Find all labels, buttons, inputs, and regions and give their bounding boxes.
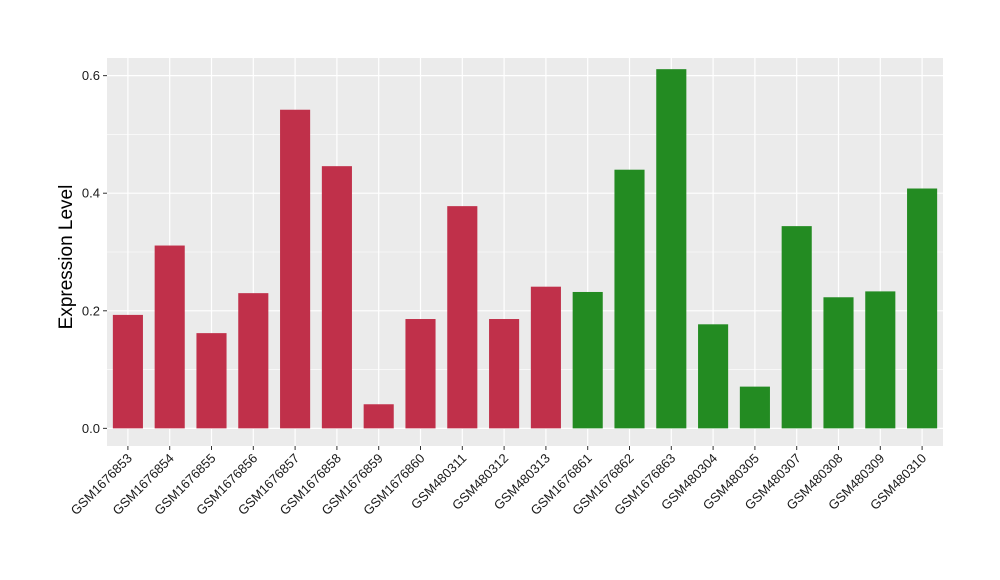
bar-gsm1676861: [572, 291, 603, 429]
bar-gsm480312: [489, 319, 520, 429]
bar-gsm1676860: [405, 319, 436, 429]
bar-gsm480311: [447, 206, 478, 429]
bar-gsm1676855: [196, 333, 227, 429]
bar-gsm1676856: [238, 293, 269, 429]
y-tick-label: 0.2: [82, 303, 100, 318]
bar-gsm480313: [530, 286, 561, 429]
y-tick-label: 0.6: [82, 68, 100, 83]
bar-gsm1676859: [363, 404, 394, 429]
bar-gsm1676857: [280, 109, 311, 429]
y-tick-label: 0.0: [82, 421, 100, 436]
bars: [112, 69, 938, 429]
bar-gsm480307: [781, 226, 812, 429]
bar-gsm480308: [823, 297, 854, 429]
y-tick-label: 0.4: [82, 186, 100, 201]
bar-gsm1676854: [154, 245, 185, 429]
y-axis: 0.0 0.2 0.4 0.6: [82, 68, 107, 436]
x-axis: GSM1676853GSM1676854GSM1676855GSM1676856…: [68, 446, 929, 518]
bar-gsm1676862: [614, 169, 645, 429]
bar-gsm480310: [907, 188, 938, 429]
y-axis-title: Expression Level: [56, 185, 77, 330]
bar-gsm480305: [739, 386, 770, 429]
bar-gsm1676853: [112, 314, 143, 429]
bar-gsm1676858: [321, 166, 352, 429]
bar-gsm480304: [698, 324, 729, 429]
bar-gsm480309: [865, 291, 896, 429]
bar-gsm1676863: [656, 69, 687, 429]
